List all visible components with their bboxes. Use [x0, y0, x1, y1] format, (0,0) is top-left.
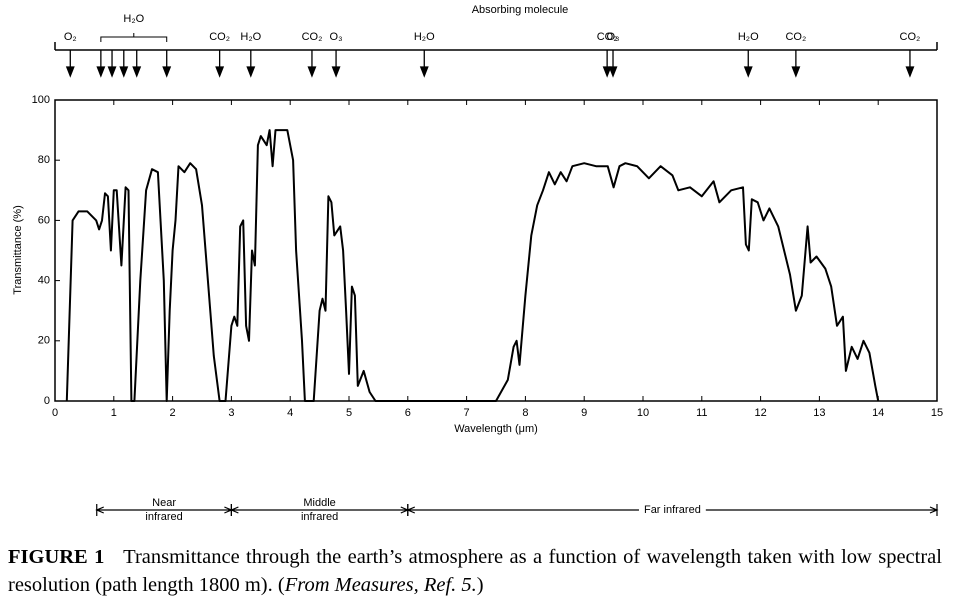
- y-tick-label: 40: [38, 275, 50, 287]
- absorber-arrow: [307, 50, 317, 78]
- x-tick-label: 7: [464, 407, 470, 419]
- absorber-label: H₂O: [123, 13, 144, 25]
- absorber-arrow: [246, 50, 256, 78]
- region-label: infrared: [145, 511, 182, 523]
- chart: Absorbing molecule Wavelength (μm) Trans…: [12, 4, 943, 523]
- absorber-label: CO₂: [785, 31, 806, 43]
- region-label-bg: [295, 511, 344, 523]
- absorber-label: H₂O: [240, 31, 261, 43]
- absorber-arrow: [96, 50, 106, 78]
- region-label: Near: [152, 497, 176, 509]
- x-tick-label: 3: [228, 407, 234, 419]
- x-tick-label: 5: [346, 407, 352, 419]
- x-tick-label: 6: [405, 407, 411, 419]
- absorber-label: O₃: [330, 31, 343, 43]
- absorber-arrow: [419, 50, 429, 78]
- y-tick-label: 60: [38, 214, 50, 226]
- region-label: Middle: [303, 497, 335, 509]
- region-label-bg: [298, 497, 341, 509]
- absorber-arrow: [743, 50, 753, 78]
- absorber-label: O₃: [606, 31, 619, 43]
- x-tick-label: 2: [170, 407, 176, 419]
- region-label-bg: [140, 511, 188, 523]
- y-tick-label: 0: [44, 395, 50, 407]
- absorber-arrow: [608, 50, 618, 78]
- x-tick-label: 0: [52, 407, 58, 419]
- absorber-arrow: [331, 50, 341, 78]
- absorber-bracket: [100, 33, 168, 42]
- y-tick-label: 100: [32, 94, 50, 106]
- region-label: Far infrared: [644, 504, 701, 516]
- caption: FIGURE 1 Transmittance through the earth…: [8, 543, 942, 599]
- y-axis-label: Transmittance (%): [12, 205, 24, 294]
- y-tick-label: 20: [38, 335, 50, 347]
- y-tick-label: 80: [38, 154, 50, 166]
- transmittance-line: [65, 129, 880, 402]
- x-tick-label: 1: [111, 407, 117, 419]
- x-tick-label: 11: [696, 407, 707, 419]
- region-label-bg: [147, 497, 181, 509]
- x-tick-label: 8: [522, 407, 528, 419]
- top-title: Absorbing molecule: [472, 4, 569, 16]
- absorber-arrow: [602, 50, 612, 78]
- region-label: infrared: [301, 511, 338, 523]
- x-tick-label: 12: [754, 407, 766, 419]
- caption-text: Transmittance through the earth’s atmosp…: [8, 546, 942, 596]
- absorber-label: CO₂: [209, 31, 230, 43]
- x-tick-label: 10: [637, 407, 649, 419]
- x-axis-label: Wavelength (μm): [454, 423, 538, 435]
- x-tick-label: 13: [813, 407, 825, 419]
- absorber-arrow: [65, 50, 75, 78]
- absorber-label: CO₂: [900, 31, 921, 43]
- absorber-label: CO₂: [302, 31, 323, 43]
- absorber-arrow: [119, 50, 129, 78]
- absorber-arrow: [791, 50, 801, 78]
- x-tick-label: 14: [872, 407, 884, 419]
- absorber-arrow: [107, 50, 117, 78]
- region-label-bg: [638, 504, 706, 516]
- absorber-label: O₂: [64, 31, 77, 43]
- absorber-arrow: [215, 50, 225, 78]
- absorber-arrow: [132, 50, 142, 78]
- absorber-label: CO₂: [597, 31, 618, 43]
- x-tick-label: 15: [931, 407, 943, 419]
- x-tick-label: 9: [581, 407, 587, 419]
- caption-label: FIGURE 1: [8, 546, 105, 568]
- absorber-arrow: [162, 50, 172, 78]
- absorber-label: H₂O: [738, 31, 759, 43]
- caption-source: From Measures, Ref. 5.: [284, 574, 477, 596]
- absorber-label: H₂O: [414, 31, 435, 43]
- caption-end: ): [476, 574, 484, 596]
- absorber-arrow: [905, 50, 915, 78]
- x-tick-label: 4: [287, 407, 293, 419]
